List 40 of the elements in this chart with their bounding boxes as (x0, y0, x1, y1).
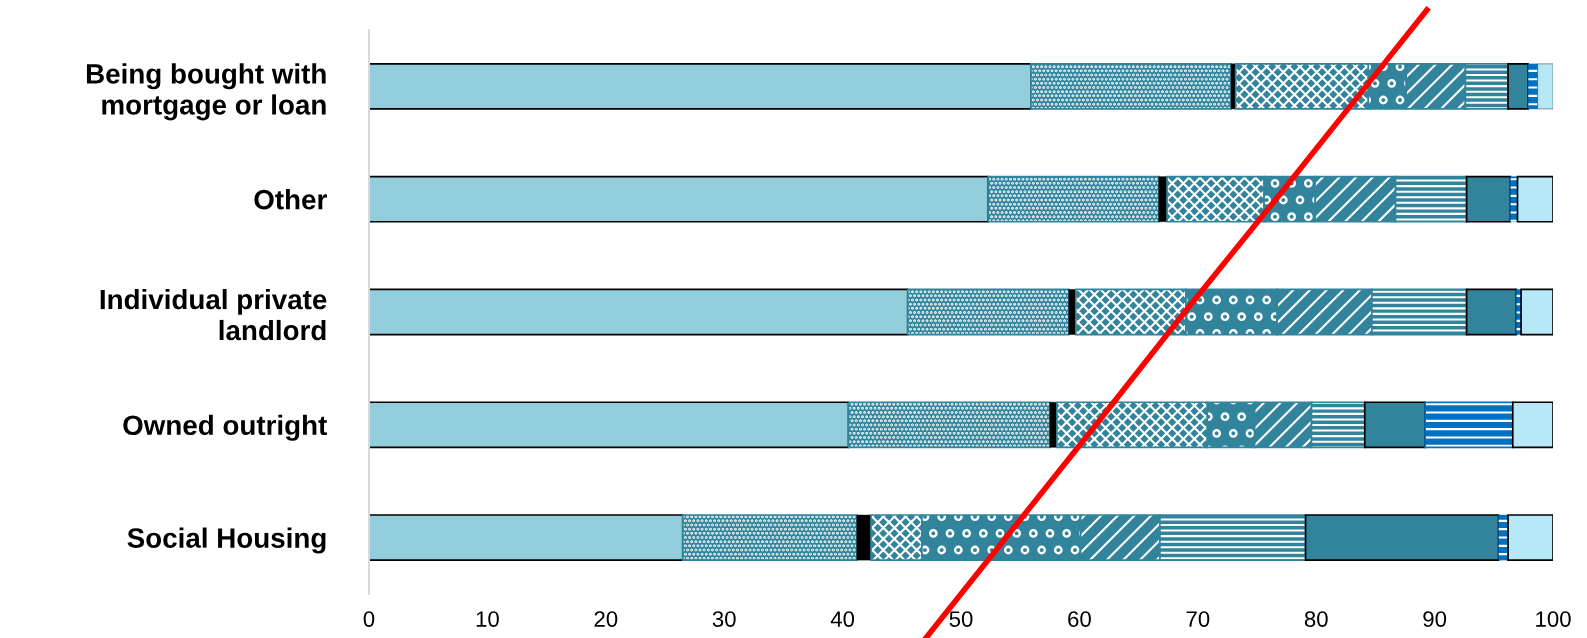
x-tick-label: 20 (594, 611, 618, 627)
bar (987, 175, 1160, 223)
bar (1511, 401, 1554, 449)
bar (1527, 63, 1538, 110)
bar (1520, 288, 1554, 336)
x-tick-label: 70 (1186, 611, 1210, 627)
bar (1516, 175, 1554, 223)
bar (1230, 63, 1236, 110)
x-tick-label: 80 (1304, 611, 1328, 627)
x-tick-label: 40 (830, 611, 855, 627)
bar (1498, 514, 1509, 561)
bar (1030, 62, 1232, 110)
bar (906, 288, 1070, 336)
x-tick-label: 100 (1536, 611, 1571, 627)
bar (1049, 402, 1058, 448)
x-tick-label: 30 (712, 611, 736, 627)
bar (368, 514, 684, 561)
bar (1537, 63, 1554, 110)
x-tick-label: 10 (476, 611, 499, 627)
bar (856, 514, 872, 561)
x-tick-label: 0 (363, 611, 375, 627)
x-tick-label: 50 (949, 611, 973, 627)
bar (1510, 176, 1518, 222)
bar (368, 62, 1032, 110)
bar (368, 401, 850, 449)
y-tick-label: Other (254, 189, 327, 210)
bar (847, 401, 1051, 449)
bar (1158, 176, 1168, 222)
y-tick-label: Owned outright (123, 414, 327, 441)
y-tick-label: Being bought with mortgage or loan (86, 63, 326, 121)
bar (1424, 401, 1514, 449)
y-tick-label: Individual private landlord (100, 288, 327, 341)
x-tick-label: 60 (1068, 611, 1091, 627)
bar (368, 175, 990, 223)
x-tick-label: 90 (1423, 611, 1447, 627)
bar (368, 288, 909, 336)
bar (681, 514, 858, 561)
y-tick-label: Social Housing (127, 527, 326, 554)
bar (1507, 514, 1554, 561)
bar (1068, 289, 1077, 335)
